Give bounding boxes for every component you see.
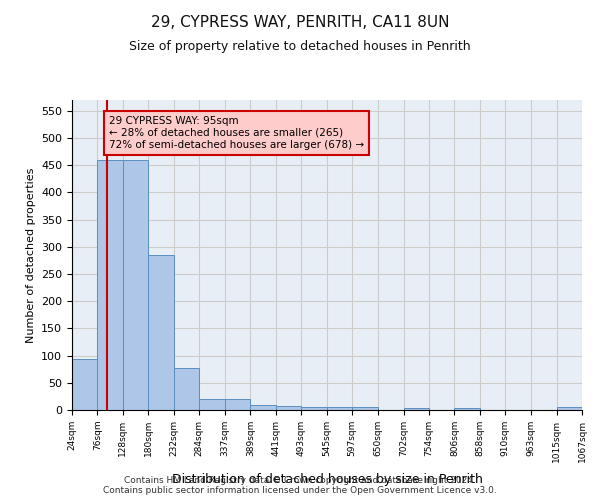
Bar	[225, 399, 250, 410]
Bar	[123, 160, 148, 410]
X-axis label: Distribution of detached houses by size in Penrith: Distribution of detached houses by size …	[172, 473, 482, 486]
Bar	[72, 360, 97, 410]
Bar	[327, 408, 352, 410]
Text: 29, CYPRESS WAY, PENRITH, CA11 8UN: 29, CYPRESS WAY, PENRITH, CA11 8UN	[151, 15, 449, 30]
Bar	[404, 408, 429, 410]
Bar	[352, 408, 378, 410]
Text: 29 CYPRESS WAY: 95sqm
← 28% of detached houses are smaller (265)
72% of semi-det: 29 CYPRESS WAY: 95sqm ← 28% of detached …	[109, 116, 364, 150]
Text: Size of property relative to detached houses in Penrith: Size of property relative to detached ho…	[129, 40, 471, 53]
Bar	[301, 408, 327, 410]
Y-axis label: Number of detached properties: Number of detached properties	[26, 168, 35, 342]
Text: Contains HM Land Registry data © Crown copyright and database right 2024.
Contai: Contains HM Land Registry data © Crown c…	[103, 476, 497, 495]
Bar	[174, 368, 199, 410]
Bar	[199, 399, 225, 410]
Bar	[97, 160, 123, 410]
Bar	[276, 406, 301, 410]
Bar	[557, 408, 582, 410]
Bar	[250, 404, 276, 410]
Bar	[148, 255, 174, 410]
Bar	[454, 408, 480, 410]
